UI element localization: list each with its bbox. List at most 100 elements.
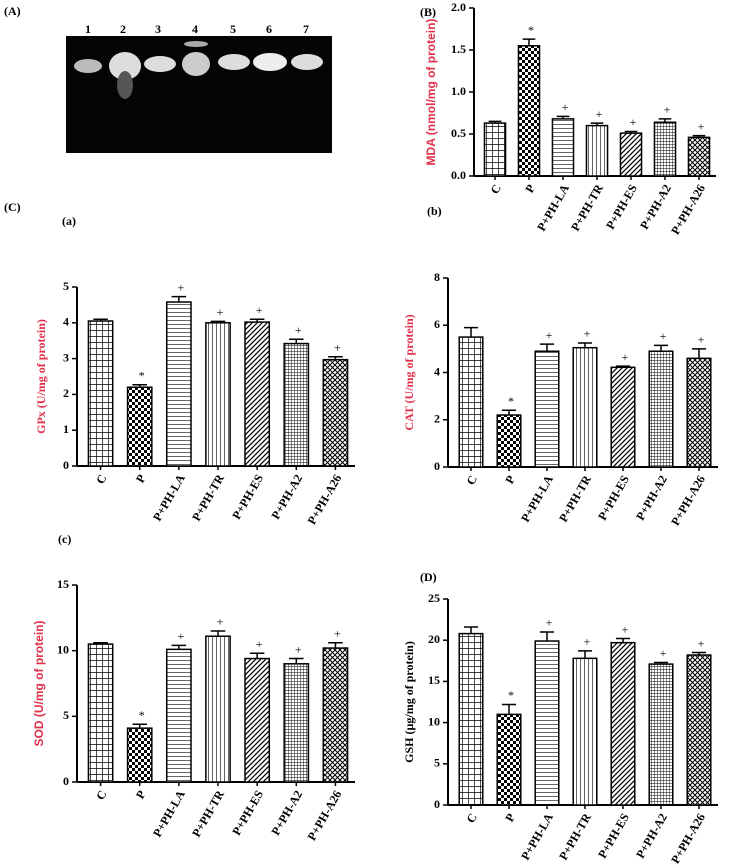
bar (483, 122, 507, 177)
significance-marker: + (295, 323, 302, 337)
significance-marker: + (660, 646, 667, 660)
significance-marker: + (256, 303, 263, 317)
bar (244, 321, 271, 467)
y-tick-label: 0.0 (451, 168, 466, 182)
significance-marker: + (256, 637, 263, 651)
x-tick-label: P+PH-LA (150, 472, 188, 524)
error-bar (691, 651, 707, 656)
y-tick-label: 1 (63, 422, 69, 436)
error-bar (653, 344, 669, 352)
significance-marker: + (584, 327, 591, 341)
bar (283, 663, 310, 783)
section-label: (C) (4, 200, 21, 214)
error-bar (658, 118, 672, 123)
significance-marker: + (334, 341, 341, 355)
panel-label: (c) (58, 532, 71, 546)
x-tick-label: P (522, 182, 538, 195)
y-tick-label: 0 (63, 774, 69, 788)
error-bar (539, 343, 555, 352)
x-tick-label: P+PH-A2 (633, 473, 670, 523)
error-bar (539, 631, 555, 642)
significance-marker: * (508, 394, 514, 408)
y-tick-label: 25 (428, 591, 440, 605)
y-tick-label: 2.0 (451, 0, 466, 14)
panel-label: (a) (62, 214, 76, 228)
error-bar (171, 295, 187, 303)
significance-marker: + (334, 627, 341, 641)
x-tick-label: C (93, 788, 109, 803)
lane-label: 3 (155, 22, 161, 36)
error-bar (692, 134, 706, 138)
error-bar (577, 650, 593, 659)
y-tick-label: 4 (434, 364, 440, 378)
bar (517, 45, 541, 177)
x-tick-label: P+PH-ES (595, 811, 632, 861)
error-bar (171, 644, 187, 650)
error-bar (328, 642, 343, 649)
x-tick-label: P+PH-TR (568, 182, 606, 234)
x-tick-label: P+PH-A26 (668, 811, 708, 866)
x-tick-label: P (502, 473, 518, 486)
error-bar (249, 652, 265, 659)
bar (87, 643, 114, 783)
significance-marker: + (177, 629, 184, 643)
x-tick-label: P+PH-TR (556, 811, 594, 863)
bar (496, 713, 522, 806)
x-tick-label: P+PH-TR (556, 473, 594, 525)
significance-marker: + (295, 642, 302, 656)
error-bar (653, 661, 669, 665)
bar (585, 124, 609, 177)
bar (283, 342, 310, 467)
x-tick-label: P+PH-LA (518, 473, 556, 525)
error-bar (501, 703, 517, 715)
lane-label: 1 (85, 22, 91, 36)
error-bar (577, 342, 593, 348)
panel-label: (b) (427, 204, 442, 218)
y-axis-label: SOD (U/mg of protein) (32, 621, 46, 747)
bar (648, 350, 674, 468)
error-bar (522, 38, 536, 46)
y-tick-label: 1.5 (451, 42, 466, 56)
y-tick-label: 15 (428, 673, 440, 687)
panel-label: (B) (420, 5, 436, 19)
gel-image (66, 36, 332, 153)
significance-marker: + (630, 115, 637, 129)
x-tick-label: P+PH-A26 (305, 788, 345, 843)
x-tick-label: P (502, 811, 518, 824)
x-tick-label: P+PH-A26 (668, 473, 708, 528)
bar (205, 322, 231, 467)
significance-marker: + (217, 305, 224, 319)
bar (126, 386, 153, 467)
y-tick-label: 15 (57, 577, 69, 591)
lane-label: 5 (230, 22, 236, 36)
significance-marker: + (698, 333, 705, 347)
y-tick-label: 6 (434, 317, 440, 331)
x-tick-label: P+PH-TR (189, 472, 227, 524)
error-bar (289, 657, 304, 664)
bar (610, 641, 636, 806)
error-bar (210, 630, 226, 637)
bar (165, 301, 192, 467)
error-bar (249, 318, 265, 323)
significance-marker: + (546, 616, 553, 630)
significance-marker: * (508, 688, 514, 702)
x-tick-label: P+PH-ES (603, 182, 640, 232)
x-tick-label: P+PH-LA (534, 182, 572, 234)
x-tick-label: C (93, 472, 109, 487)
error-bar (624, 130, 638, 134)
bar (322, 647, 349, 783)
panel-label: (D) (420, 570, 437, 584)
significance-marker: + (622, 622, 629, 636)
x-tick-label: P+PH-TR (189, 788, 227, 840)
y-tick-label: 0 (434, 459, 440, 473)
significance-marker: + (698, 119, 705, 133)
y-tick-label: 20 (428, 632, 440, 646)
error-bar (556, 115, 570, 119)
lane-label: 6 (266, 22, 272, 36)
x-tick-label: C (464, 473, 480, 488)
bar (686, 654, 712, 806)
x-tick-label: P (133, 472, 149, 485)
significance-marker: * (528, 23, 534, 37)
x-tick-label: P+PH-A26 (668, 182, 708, 237)
